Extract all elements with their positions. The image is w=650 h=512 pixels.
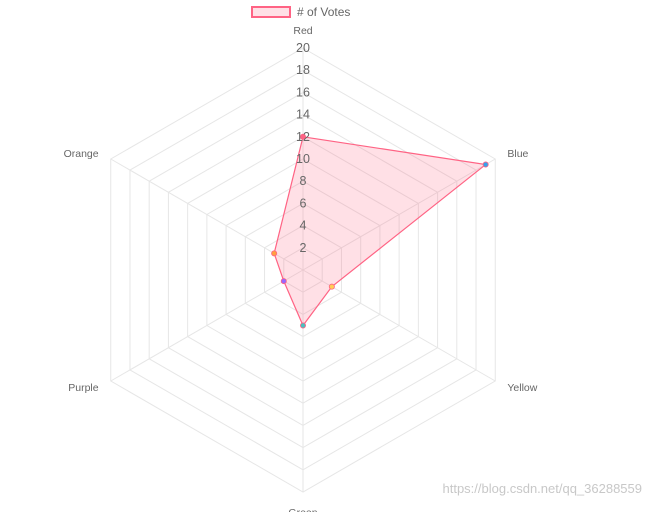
tick-label: 8 <box>300 174 307 188</box>
data-point-red[interactable] <box>299 133 306 140</box>
radar-grid <box>110 47 496 493</box>
data-point-purple[interactable] <box>280 278 287 285</box>
data-point-green[interactable] <box>299 322 306 329</box>
data-point-orange[interactable] <box>271 250 278 257</box>
axis-label-purple: Purple <box>68 382 99 394</box>
radar-data <box>271 133 489 329</box>
axis-labels: Red Blue Yellow Green Purple Orange <box>64 25 538 512</box>
tick-label: 12 <box>296 130 310 144</box>
axis-label-yellow: Yellow <box>507 382 537 394</box>
legend-label: # of Votes <box>297 5 351 19</box>
tick-label: 20 <box>296 41 310 55</box>
tick-label: 4 <box>300 219 307 233</box>
grid-spoke <box>302 269 496 382</box>
tick-label: 10 <box>296 152 310 166</box>
data-point-blue[interactable] <box>482 161 489 168</box>
tick-label: 16 <box>296 85 310 99</box>
tick-label: 6 <box>300 196 307 210</box>
axis-label-blue: Blue <box>507 148 528 160</box>
tick-label: 18 <box>296 63 310 77</box>
axis-label-red: Red <box>293 25 312 37</box>
axis-label-orange: Orange <box>64 148 99 160</box>
tick-label: 2 <box>300 241 307 255</box>
legend-swatch <box>251 6 291 18</box>
data-point-yellow[interactable] <box>328 283 335 290</box>
tick-label: 14 <box>296 108 310 122</box>
watermark-text: https://blog.csdn.net/qq_36288559 <box>442 481 643 496</box>
grid-spoke <box>110 158 304 271</box>
grid-spoke <box>110 269 304 382</box>
legend[interactable]: # of Votes <box>251 3 350 21</box>
grid-spoke <box>302 158 496 271</box>
axis-label-green: Green <box>288 507 317 512</box>
radial-tick-labels: 2 4 6 8 10 12 14 16 18 20 <box>296 41 310 255</box>
